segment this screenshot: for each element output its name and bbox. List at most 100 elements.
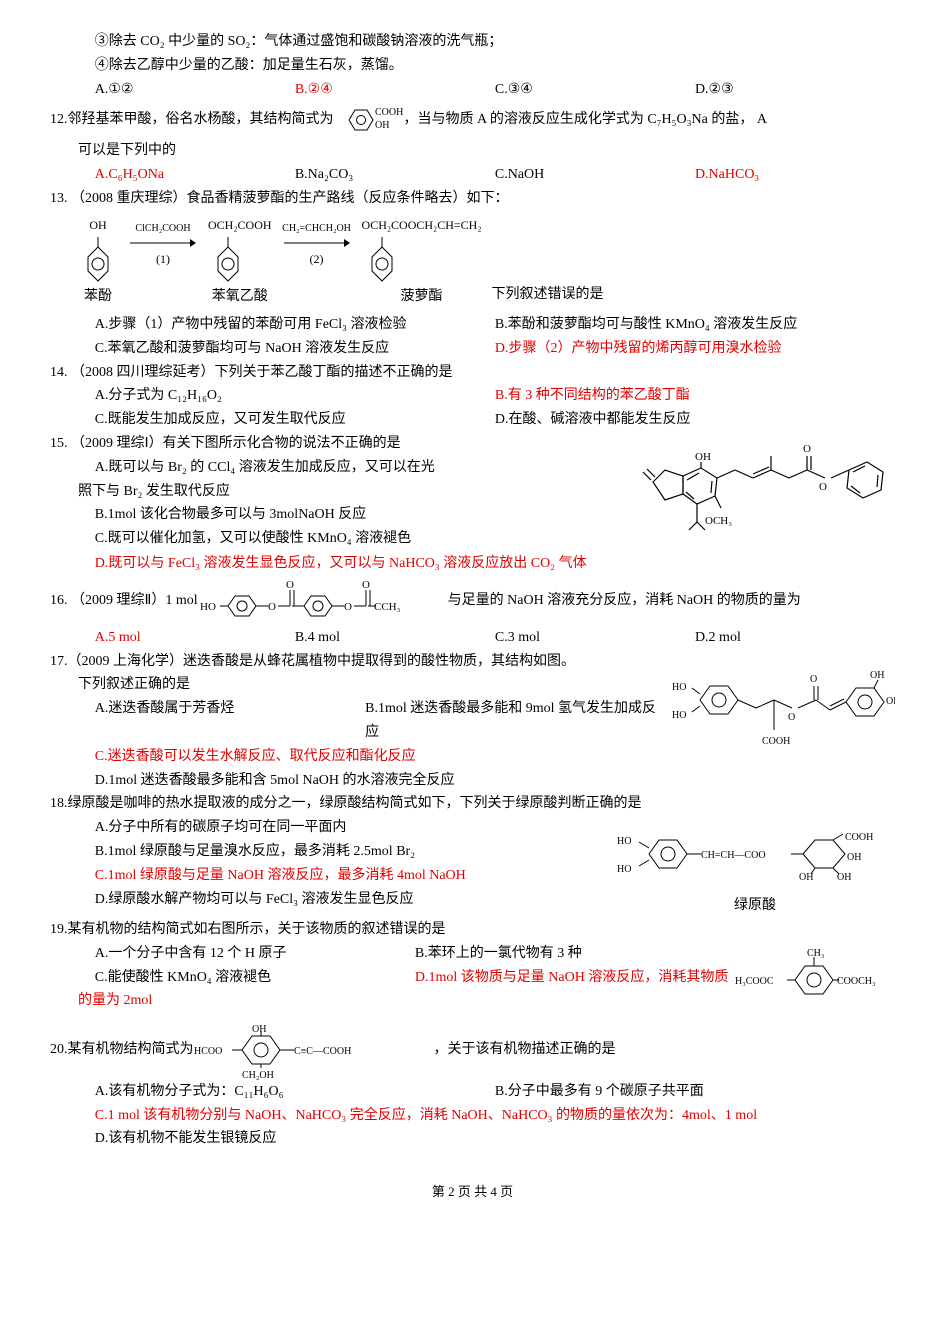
- q12-optD: D.NaHCO₃: [695, 163, 895, 187]
- q14-row2: C.既能发生加成反应，又可发生取代反应 D.在酸、碱溶液中都能发生反应: [50, 408, 895, 432]
- svg-text:O: O: [810, 674, 817, 685]
- q13-pineapple-ester: OCH₂COOCH₂CH=CH₂ 菠萝酯: [362, 215, 482, 309]
- q13-phenol: OH 苯酚: [78, 215, 118, 309]
- q17-optA: A.迷迭香酸属于芳香烃: [95, 697, 365, 745]
- q18-optC: C.1mol 绿原酸与足量 NaOH 溶液反应，最多消耗 4mol NaOH: [50, 864, 615, 888]
- q11-optA: A.①②: [95, 78, 295, 102]
- svg-text:CH₃: CH₃: [807, 948, 824, 959]
- q19-row1: A.一个分子中含有 12 个 H 原子 B.苯环上的一氯代物有 3 种: [50, 942, 735, 966]
- q12-stem-c: 可以是下列中的: [50, 139, 895, 163]
- q13-optA: A.步骤（1）产物中残留的苯酚可用 FeCl₃ 溶液检验: [95, 313, 495, 337]
- q11-options: A.①② B.②④ C.③④ D.②③: [50, 78, 895, 102]
- q13-row1: A.步骤（1）产物中残留的苯酚可用 FeCl₃ 溶液检验 B.苯酚和菠萝酯均可与…: [50, 313, 895, 337]
- q17-block: 17.（2009 上海化学）迷迭香酸是从蜂花属植物中提取得到的酸性物质，其结构如…: [50, 650, 895, 793]
- svg-text:O: O: [286, 579, 294, 591]
- q16-structure: HO O O O O CCH₃: [198, 576, 448, 626]
- svg-text:H₃COOC: H₃COOC: [735, 976, 774, 987]
- svg-text:O: O: [819, 481, 827, 493]
- q19-row2: C.能使酸性 KMnO₄ 溶液褪色 D.1mol 该物质与足量 NaOH 溶液反…: [50, 966, 735, 990]
- q12-stem-b: ，当与物质 A 的溶液反应生成化学式为 C₇H₅O₃Na 的盐， A: [404, 108, 767, 132]
- svg-text:O: O: [344, 601, 352, 613]
- q12-options: A.C₆H₅ONa B.Na₂CO₃ C.NaOH D.NaHCO₃: [50, 163, 895, 187]
- q13-arr2-top: CH₂=CHCH₂OH: [282, 220, 352, 237]
- svg-text:OH: OH: [870, 670, 884, 681]
- q13-row2: C.苯氧乙酸和菠萝酯均可与 NaOH 溶液发生反应 D.步骤（2）产物中残留的烯…: [50, 337, 895, 361]
- svg-text:O: O: [268, 601, 276, 613]
- q14-optC: C.既能发生加成反应，又可发生取代反应: [95, 408, 495, 432]
- q13-scheme: OH 苯酚 ClCH₂COOH (1) OCH₂COOH 苯氧乙酸 CH₂=CH…: [50, 215, 895, 309]
- svg-text:OH: OH: [695, 451, 711, 463]
- q12-optC: C.NaOH: [495, 163, 695, 187]
- q14-stem: 14. （2008 四川理综延考）下列关于苯乙酸丁酯的描述不正确的是: [50, 361, 895, 385]
- q18-label: 绿原酸: [615, 894, 895, 918]
- q16-stem-b: 与足量的 NaOH 溶液充分反应，消耗 NaOH 的物质的量为: [448, 589, 801, 613]
- q13-optD: D.步骤（2）产物中残留的烯丙醇可用溴水检验: [495, 337, 895, 361]
- q14-row1: A.分子式为 C₁₂H₁₆O₂ B.有 3 种不同结构的苯乙酸丁酯: [50, 384, 895, 408]
- q15-optD: D.既可以与 FeCl₃ 溶液发生显色反应，又可以与 NaHCO₃ 溶液反应放出…: [50, 552, 895, 576]
- q20-stem-b: ，关于该有机物描述正确的是: [434, 1038, 616, 1062]
- svg-text:OH: OH: [375, 120, 389, 131]
- page-footer: 第 2 页 共 4 页: [50, 1181, 895, 1203]
- svg-text:COOH: COOH: [375, 107, 403, 118]
- q11-optB: B.②④: [295, 78, 495, 102]
- q13-stem: 13. （2008 重庆理综）食品香精菠萝酯的生产路线（反应条件略去）如下：: [50, 187, 895, 211]
- q19-optD-b: 的量为 2mol: [50, 989, 735, 1013]
- svg-text:HO: HO: [617, 836, 631, 847]
- svg-text:O: O: [788, 712, 795, 723]
- q15-optB: B.1mol 该化合物最多可以与 3molNaOH 反应: [50, 503, 635, 527]
- q13-mol3-name: 菠萝酯: [362, 285, 482, 309]
- svg-text:HO: HO: [672, 710, 686, 721]
- q13-arrow2: CH₂=CHCH₂OH (2): [282, 220, 352, 309]
- svg-text:O: O: [803, 443, 811, 455]
- q20-stem-a: 20.某有机物结构简式为: [50, 1038, 194, 1062]
- q12-stem: 12.邻羟基苯甲酸，俗名水杨酸，其结构简式为 COOH OH ，当与物质 A 的…: [50, 101, 895, 139]
- q16-optA: A.5 mol: [95, 626, 295, 650]
- q16-stem-a: 16. （2009 理综Ⅱ）1 mol: [50, 589, 198, 613]
- q13-arrow1: ClCH₂COOH (1): [128, 220, 198, 309]
- q13-phenoxyacetic: OCH₂COOH 苯氧乙酸: [208, 215, 272, 309]
- q19-optD-a: D.1mol 该物质与足量 NaOH 溶液反应，消耗其物质: [415, 966, 728, 990]
- q15-structure: OH OCH₃ O O: [635, 432, 895, 552]
- q17-optB: B.1mol 迷迭香酸最多能和 9mol 氢气发生加成反应: [365, 697, 670, 745]
- q17-stem: 17.（2009 上海化学）迷迭香酸是从蜂花属植物中提取得到的酸性物质，其结构如…: [50, 650, 670, 674]
- q12-optA: A.C₆H₅ONa: [95, 163, 295, 187]
- q20-optA: A.该有机物分子式为：C₁₁H₆O₆: [95, 1080, 495, 1104]
- q16-optD: D.2 mol: [695, 626, 895, 650]
- q15-optA-b: 照下与 Br₂ 发生取代反应: [50, 480, 635, 504]
- svg-text:OH: OH: [847, 852, 861, 863]
- q20-optD: D.该有机物不能发生银镜反应: [50, 1127, 895, 1151]
- q18-optD: D.绿原酸水解产物均可以与 FeCl₃ 溶液发生显色反应: [50, 888, 615, 912]
- q13-mol1-name: 苯酚: [78, 285, 118, 309]
- svg-text:OCH₃: OCH₃: [705, 515, 732, 527]
- q13-mol2-top: OCH₂COOH: [208, 215, 272, 235]
- q13-tail: 下列叙述错误的是: [492, 283, 895, 309]
- q20-stem: 20.某有机物结构简式为 HCOO OH CH₂OH C≡C—COOH ，关于该…: [50, 1020, 895, 1080]
- q17-sub: 下列叙述正确的是: [50, 673, 670, 697]
- q13-arr1-bot: (1): [128, 249, 198, 269]
- q20-optB: B.分子中最多有 9 个碳原子共平面: [495, 1080, 704, 1104]
- q19-block: A.一个分子中含有 12 个 H 原子 B.苯环上的一氯代物有 3 种 C.能使…: [50, 942, 895, 1020]
- svg-text:HO: HO: [200, 601, 216, 613]
- q18-stem: 18.绿原酸是咖啡的热水提取液的成分之一，绿原酸结构简式如下，下列关于绿原酸判断…: [50, 792, 895, 816]
- q11-line4: ④除去乙醇中少量的乙酸：加足量生石灰，蒸馏。: [50, 54, 895, 78]
- q20-structure: HCOO OH CH₂OH C≡C—COOH: [194, 1020, 434, 1080]
- svg-text:CH₂OH: CH₂OH: [242, 1070, 274, 1080]
- q20-optC: C.1 mol 该有机物分别与 NaOH、NaHCO₃ 完全反应，消耗 NaOH…: [50, 1104, 895, 1128]
- q20-row1: A.该有机物分子式为：C₁₁H₆O₆ B.分子中最多有 9 个碳原子共平面: [50, 1080, 895, 1104]
- q18-structure: HO HO CH=CH—COO COOH OH OH OH 绿原酸: [615, 816, 895, 918]
- q13-optC: C.苯氧乙酸和菠萝酯均可与 NaOH 溶液发生反应: [95, 337, 495, 361]
- q16-stem: 16. （2009 理综Ⅱ）1 mol HO O O O O CCH₃: [50, 576, 895, 626]
- svg-text:HO: HO: [672, 682, 686, 693]
- q19-optB: B.苯环上的一氯代物有 3 种: [415, 942, 582, 966]
- q14-optB: B.有 3 种不同结构的苯乙酸丁酯: [495, 384, 895, 408]
- q14-optD: D.在酸、碱溶液中都能发生反应: [495, 408, 895, 432]
- q12-stem-a: 12.邻羟基苯甲酸，俗名水杨酸，其结构简式为: [50, 108, 334, 132]
- q17-row1: A.迷迭香酸属于芳香烃 B.1mol 迷迭香酸最多能和 9mol 氢气发生加成反…: [50, 697, 670, 745]
- q17-optC: C.迷迭香酸可以发生水解反应、取代反应和酯化反应: [50, 745, 670, 769]
- svg-text:COOH: COOH: [762, 736, 790, 747]
- q13-arr2-bot: (2): [282, 249, 352, 269]
- q11-optD: D.②③: [695, 78, 895, 102]
- q19-optA: A.一个分子中含有 12 个 H 原子: [95, 942, 415, 966]
- svg-text:CH=CH—COO: CH=CH—COO: [701, 850, 766, 861]
- q16-optB: B.4 mol: [295, 626, 495, 650]
